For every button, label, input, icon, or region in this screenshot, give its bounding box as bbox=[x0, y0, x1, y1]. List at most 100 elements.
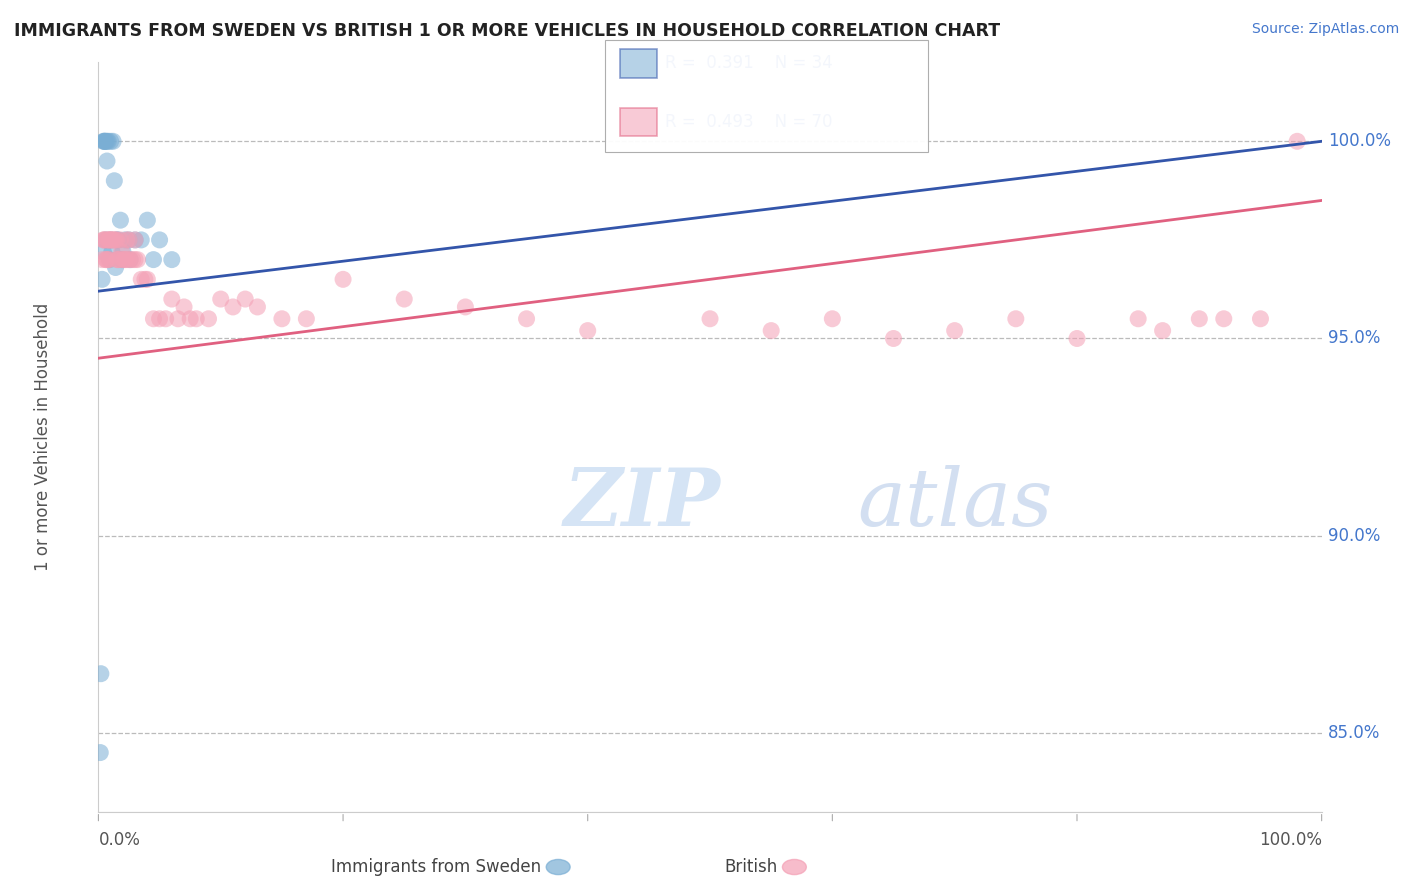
Point bbox=[93, 134, 115, 148]
Text: 1 or more Vehicles in Household: 1 or more Vehicles in Household bbox=[34, 303, 52, 571]
Point bbox=[111, 244, 134, 259]
Point bbox=[100, 233, 122, 247]
Point bbox=[98, 252, 121, 267]
Point bbox=[108, 252, 131, 267]
Point bbox=[115, 233, 138, 247]
Point bbox=[105, 252, 128, 267]
Point bbox=[454, 300, 477, 314]
Point bbox=[100, 233, 122, 247]
Point bbox=[114, 252, 136, 267]
Point bbox=[91, 244, 114, 259]
Point bbox=[1250, 311, 1272, 326]
Point bbox=[105, 233, 128, 247]
Point bbox=[94, 233, 117, 247]
Point bbox=[93, 134, 115, 148]
Point bbox=[121, 252, 143, 267]
Point bbox=[111, 244, 134, 259]
Point bbox=[104, 233, 127, 247]
Point bbox=[943, 324, 966, 338]
Text: 100.0%: 100.0% bbox=[1258, 831, 1322, 849]
Point bbox=[91, 233, 114, 247]
Point bbox=[96, 252, 118, 267]
Point bbox=[160, 292, 183, 306]
Point bbox=[94, 134, 117, 148]
Point bbox=[110, 213, 132, 227]
Point bbox=[136, 213, 159, 227]
Point bbox=[100, 134, 122, 148]
Point bbox=[103, 174, 125, 188]
Point bbox=[1286, 134, 1309, 148]
Point bbox=[101, 233, 124, 247]
Point bbox=[155, 311, 177, 326]
Point bbox=[883, 331, 905, 345]
Point bbox=[233, 292, 256, 306]
Point bbox=[91, 252, 114, 267]
Point bbox=[127, 252, 149, 267]
Text: Immigrants from Sweden: Immigrants from Sweden bbox=[332, 858, 541, 876]
Point bbox=[97, 252, 120, 267]
Point bbox=[111, 252, 134, 267]
Text: R =  0.391    N = 34: R = 0.391 N = 34 bbox=[665, 54, 832, 72]
Point bbox=[120, 252, 142, 267]
Text: British: British bbox=[724, 858, 778, 876]
Text: 0.0%: 0.0% bbox=[98, 831, 141, 849]
Point bbox=[93, 233, 115, 247]
Text: 95.0%: 95.0% bbox=[1327, 329, 1381, 348]
Text: R =  0.493    N = 70: R = 0.493 N = 70 bbox=[665, 113, 832, 131]
Point bbox=[93, 134, 115, 148]
Point bbox=[136, 272, 159, 286]
Point bbox=[124, 233, 146, 247]
Point bbox=[97, 233, 120, 247]
Point bbox=[134, 272, 156, 286]
Point bbox=[246, 300, 269, 314]
Point bbox=[118, 233, 141, 247]
Point bbox=[167, 311, 190, 326]
Point bbox=[120, 252, 142, 267]
Point bbox=[160, 252, 183, 267]
Point bbox=[107, 233, 129, 247]
Point bbox=[97, 134, 120, 148]
Point bbox=[90, 666, 112, 681]
Point bbox=[94, 252, 117, 267]
Point bbox=[107, 252, 129, 267]
Point bbox=[186, 311, 208, 326]
Text: IMMIGRANTS FROM SWEDEN VS BRITISH 1 OR MORE VEHICLES IN HOUSEHOLD CORRELATION CH: IMMIGRANTS FROM SWEDEN VS BRITISH 1 OR M… bbox=[14, 22, 1000, 40]
Point bbox=[173, 300, 195, 314]
Point bbox=[129, 272, 152, 286]
Point bbox=[111, 252, 134, 267]
Point bbox=[1004, 311, 1026, 326]
Point bbox=[117, 252, 139, 267]
Point bbox=[270, 311, 294, 326]
Point bbox=[516, 311, 538, 326]
Point bbox=[96, 233, 118, 247]
Point bbox=[101, 134, 124, 148]
Point bbox=[91, 134, 114, 148]
Text: 85.0%: 85.0% bbox=[1327, 723, 1381, 742]
Point bbox=[1212, 311, 1234, 326]
Text: atlas: atlas bbox=[856, 466, 1052, 543]
Text: 90.0%: 90.0% bbox=[1327, 526, 1381, 545]
Point bbox=[98, 252, 121, 267]
Text: ZIP: ZIP bbox=[564, 466, 720, 543]
Point bbox=[93, 233, 115, 247]
Point bbox=[96, 154, 118, 169]
Point bbox=[103, 233, 125, 247]
Point bbox=[124, 252, 146, 267]
Point bbox=[222, 300, 245, 314]
Point bbox=[114, 233, 136, 247]
Point bbox=[761, 324, 783, 338]
Point bbox=[96, 134, 118, 148]
Point bbox=[101, 233, 124, 247]
Point bbox=[332, 272, 354, 286]
Point bbox=[124, 233, 146, 247]
Point bbox=[149, 311, 172, 326]
Point bbox=[392, 292, 416, 306]
Point bbox=[142, 252, 165, 267]
Point bbox=[101, 244, 124, 259]
Point bbox=[104, 260, 127, 275]
Point bbox=[1188, 311, 1211, 326]
Point bbox=[91, 272, 114, 286]
Point bbox=[179, 311, 201, 326]
Point bbox=[89, 746, 111, 760]
Point bbox=[110, 233, 132, 247]
